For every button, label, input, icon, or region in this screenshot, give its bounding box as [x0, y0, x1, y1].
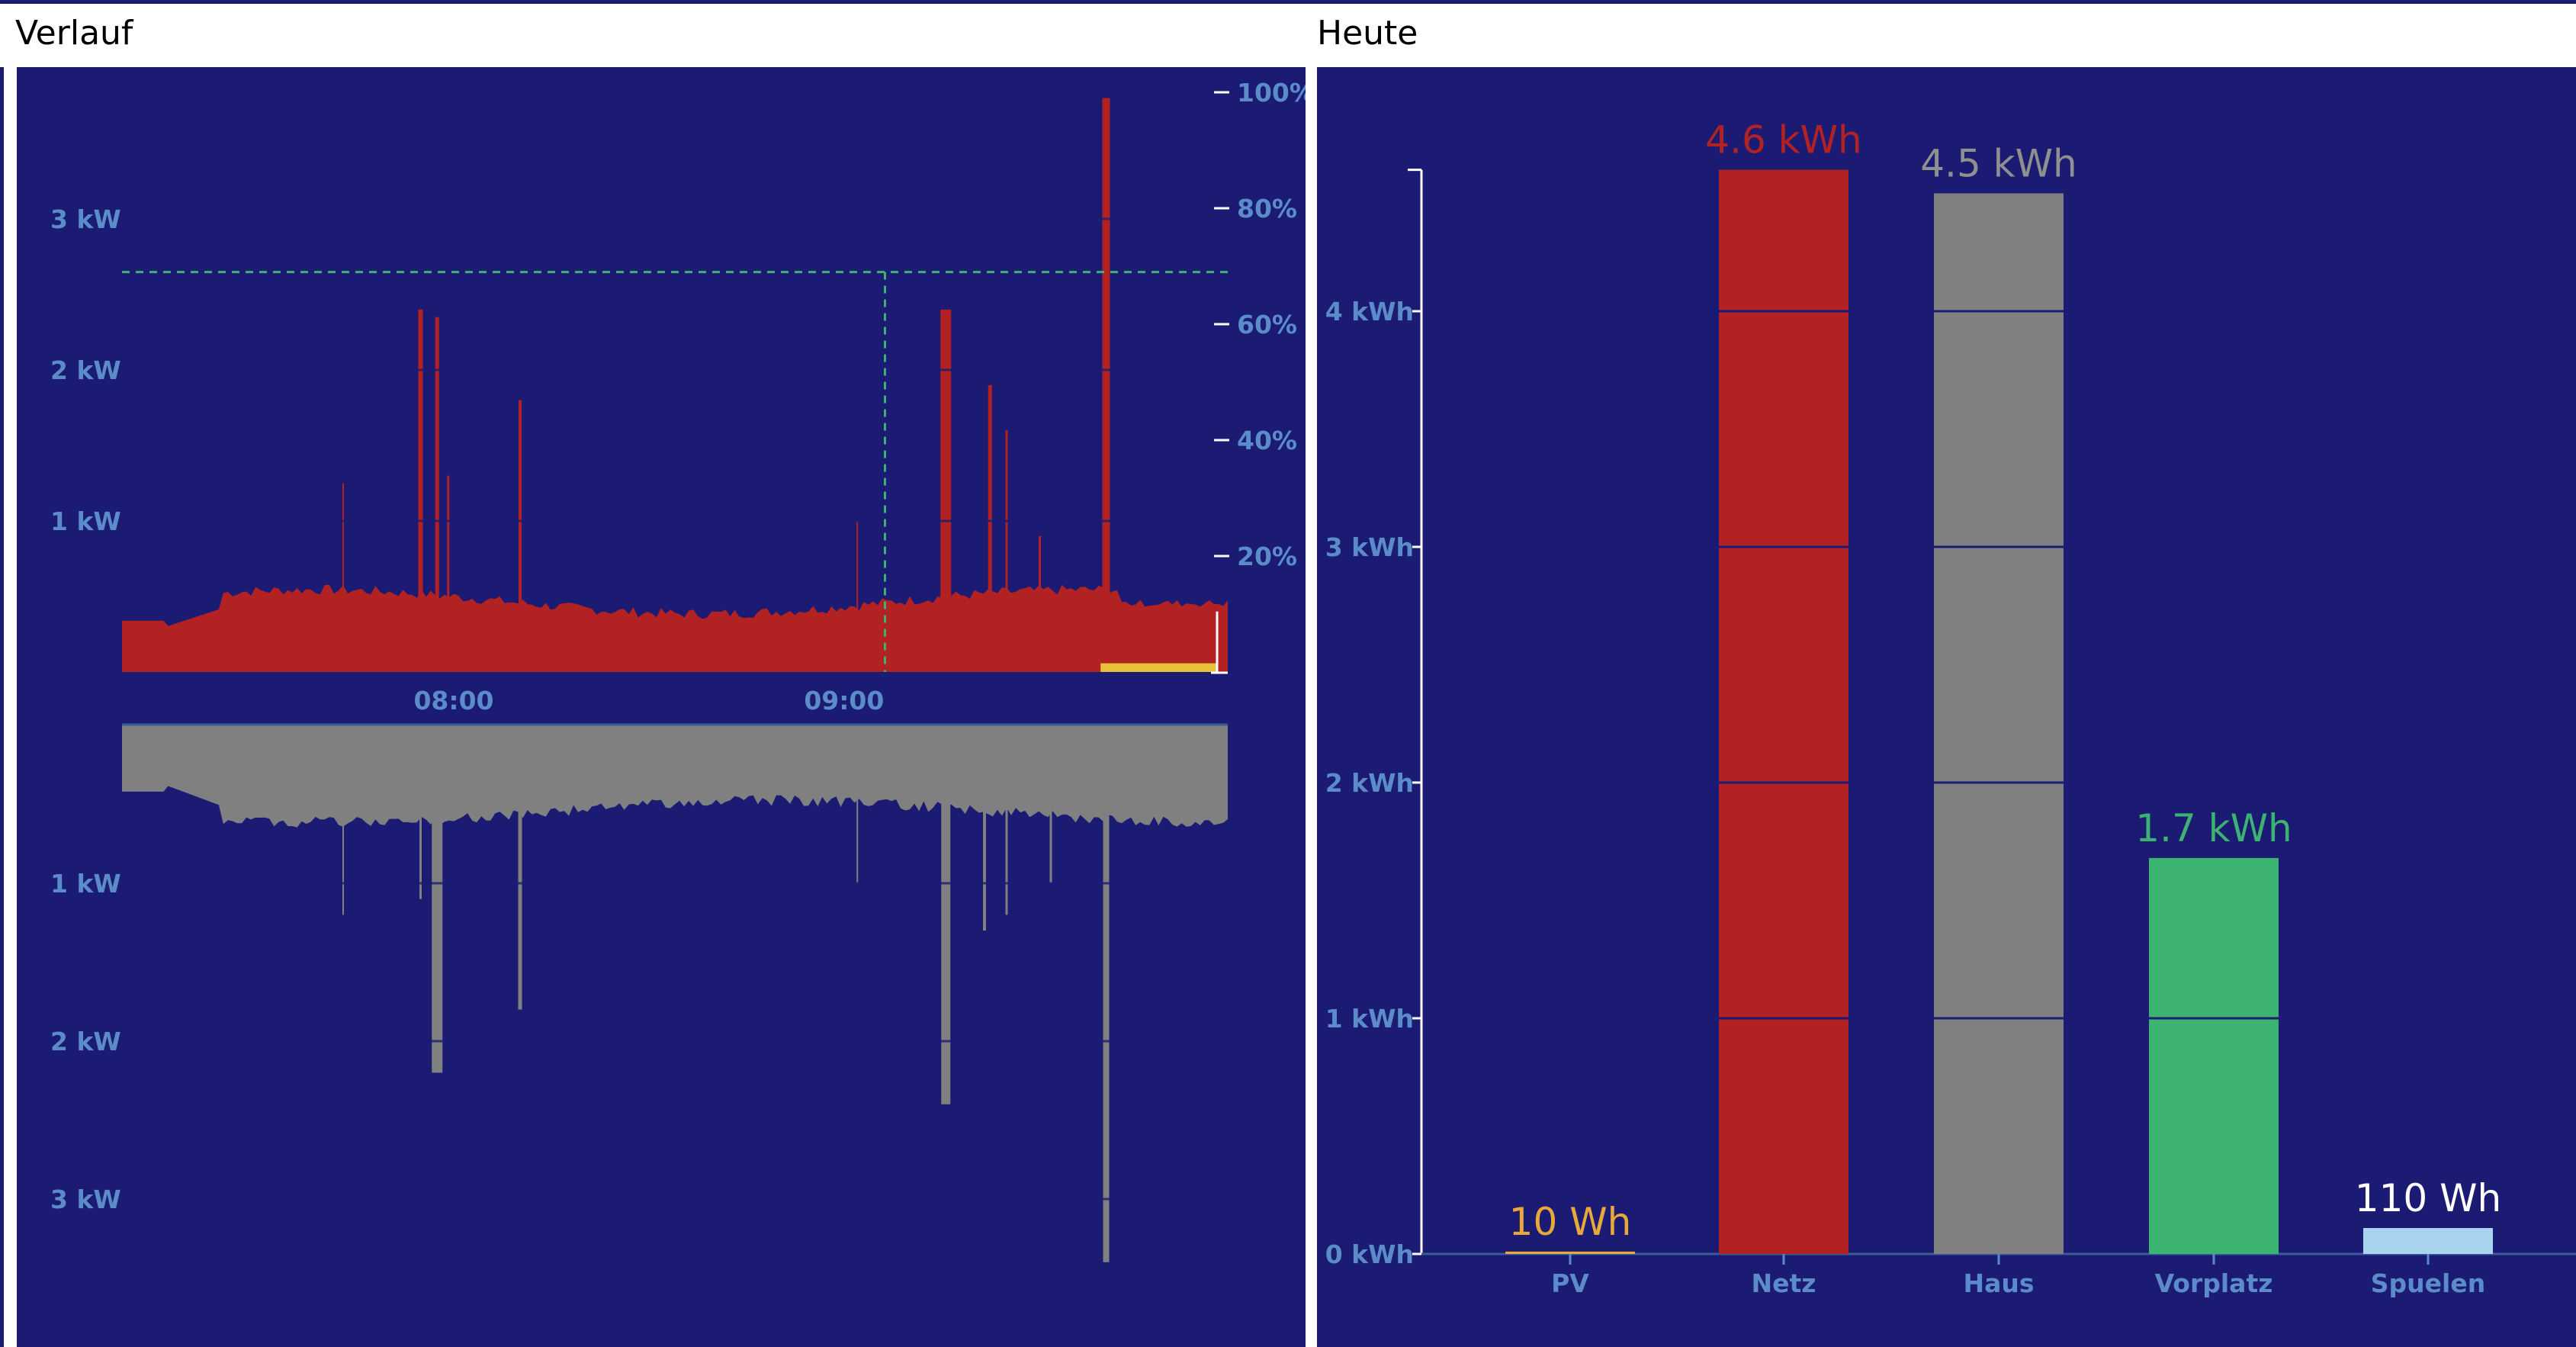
top-y-tick-label: 2 kW: [50, 355, 121, 385]
percent-tick-label: 80%: [1237, 194, 1297, 223]
netz-spike: [418, 309, 423, 672]
bar-haus: [1934, 193, 2064, 1254]
x-tick-label: 09:00: [804, 686, 884, 715]
bottom-y-tick-label: 2 kW: [50, 1027, 121, 1056]
y-tick-label: 4 kWh: [1325, 297, 1414, 326]
bar-value-label: 1.7 kWh: [2135, 806, 2292, 850]
heute-chart: 0 kWh 1 kWh 2 kWh 3 kWh 4 kWh 10 Wh PV 4.6 kWh N…: [1325, 118, 2576, 1298]
battery-level: [1100, 663, 1217, 672]
x-tick-label: 08:00: [413, 686, 493, 715]
top-y-tick-label: 3 kW: [50, 204, 121, 234]
y-tick-label: 0 kWh: [1325, 1239, 1414, 1269]
percent-tick-label: 20%: [1237, 542, 1297, 571]
bottom-y-tick-label: 3 kW: [50, 1185, 121, 1214]
y-tick-label: 3 kWh: [1325, 532, 1414, 562]
percent-tick-label: 60%: [1237, 310, 1297, 339]
left-edge: [0, 67, 4, 1347]
haus-spike: [1049, 725, 1052, 883]
y-tick-label: 2 kWh: [1325, 768, 1414, 798]
top-border: [0, 0, 2576, 4]
haus-spike: [1103, 725, 1110, 1262]
x-tick-label: PV: [1551, 1268, 1589, 1298]
bottom-y-tick-label: 1 kW: [50, 869, 121, 899]
bar-netz: [1719, 169, 1848, 1255]
x-tick-label: Haus: [1963, 1268, 2034, 1298]
y-tick-label: 1 kWh: [1325, 1004, 1414, 1034]
haus-spike: [856, 725, 859, 883]
haus-spike: [983, 725, 986, 931]
bar-pv: [1505, 1251, 1635, 1254]
verlauf-panel: 1 kW 2 kW 3 kW 1 kW 2 kW 3 kW 20% 40% 60% 80% 100%…: [17, 67, 1306, 1347]
percent-tick-label: 100%: [1237, 78, 1306, 108]
netz-spike: [519, 400, 522, 672]
netz-spike: [1039, 535, 1041, 672]
netz-spike: [988, 384, 992, 672]
bar-spuelen: [2363, 1228, 2493, 1254]
haus-spike: [941, 725, 951, 1104]
netz-spike: [856, 521, 859, 672]
bar-value-label: 4.5 kWh: [1920, 142, 2077, 186]
verlauf-chart: 1 kW 2 kW 3 kW 1 kW 2 kW 3 kW 20% 40% 60% 80% 100%…: [50, 78, 1306, 1262]
heute-title: Heute: [1317, 14, 1418, 53]
verlauf-title: Verlauf: [15, 14, 133, 53]
x-tick-label: Vorplatz: [2155, 1268, 2273, 1298]
bar-value-label: 10 Wh: [1509, 1200, 1632, 1244]
percent-tick-label: 40%: [1237, 426, 1297, 455]
netz-spike: [435, 317, 439, 672]
netz-area: [122, 584, 1228, 672]
haus-spike: [518, 725, 522, 1010]
netz-spike: [1102, 98, 1110, 673]
netz-spike: [447, 475, 450, 672]
x-tick-label: Spuelen: [2371, 1268, 2485, 1298]
heute-panel: 0 kWh 1 kWh 2 kWh 3 kWh 4 kWh 10 Wh PV 4.6 kWh N…: [1317, 67, 2576, 1347]
netz-spike: [1005, 430, 1008, 672]
netz-spike: [940, 309, 952, 672]
netz-spike: [342, 483, 344, 672]
top-y-tick-label: 1 kW: [50, 506, 121, 536]
bar-value-label: 110 Wh: [2355, 1176, 2501, 1220]
bar-value-label: 4.6 kWh: [1705, 118, 1862, 162]
haus-spike: [342, 725, 344, 915]
bar-vorplatz: [2149, 857, 2279, 1254]
haus-spike: [1005, 725, 1008, 915]
haus-area: [122, 725, 1228, 828]
haus-spike: [419, 725, 422, 899]
haus-spike: [432, 725, 443, 1073]
x-tick-label: Netz: [1752, 1268, 1816, 1298]
